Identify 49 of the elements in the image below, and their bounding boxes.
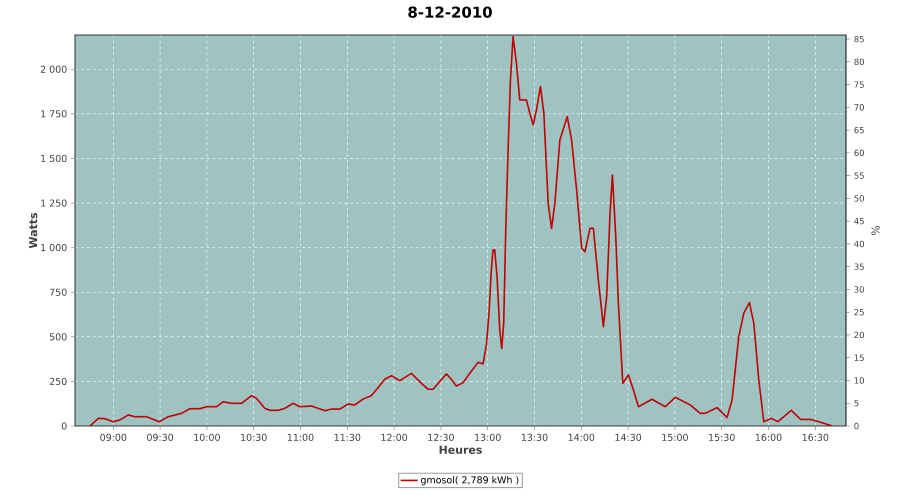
y2-tick-label: 70 xyxy=(854,104,864,111)
x-tick-label: 15:30 xyxy=(709,434,735,441)
chart-title: 8-12-2010 xyxy=(408,6,492,18)
x-tick-label: 11:00 xyxy=(288,434,314,441)
y2-tick-label: 20 xyxy=(854,332,864,338)
x-tick-label: 12:30 xyxy=(428,434,454,441)
y2-tick-label: 10 xyxy=(854,377,864,384)
y2-tick-label: 15 xyxy=(854,354,864,361)
y2-tick-label: 0 xyxy=(854,422,859,430)
x-tick-label: 14:00 xyxy=(568,434,594,441)
y-tick-label: 500 xyxy=(50,333,67,340)
x-tick-label: 13:30 xyxy=(522,434,548,441)
y2-tick-label: 35 xyxy=(854,263,864,270)
y2-tick-label: 75 xyxy=(854,81,864,88)
legend-label: gmosol( 2,789 kWh ) xyxy=(420,476,518,486)
y2-tick-label: 85 xyxy=(854,36,864,42)
y-tick-label: 750 xyxy=(50,288,67,296)
y2-tick-label: 25 xyxy=(854,309,864,316)
x-tick-label: 09:30 xyxy=(147,434,174,441)
x-tick-label: 09:00 xyxy=(100,434,126,441)
y-tick-label: 1 250 xyxy=(41,199,67,207)
y2-tick-label: 50 xyxy=(854,195,864,202)
x-tick-label: 16:30 xyxy=(802,434,828,441)
x-tick-label: 10:30 xyxy=(241,434,267,441)
y2-tick-label: 80 xyxy=(854,58,864,66)
y-tick-label: 1 000 xyxy=(41,244,67,252)
y-tick-label: 1 500 xyxy=(41,154,67,162)
y2-tick-label: 65 xyxy=(854,126,864,134)
y2-tick-label: 30 xyxy=(854,286,864,293)
y2-tick-label: 55 xyxy=(854,172,864,179)
y-axis-title: Watts xyxy=(29,212,38,248)
y2-tick-label: 60 xyxy=(854,150,864,156)
x-tick-label: 14:30 xyxy=(616,434,642,441)
x-tick-label: 13:00 xyxy=(475,434,501,441)
y-tick-label: 0 xyxy=(62,422,67,430)
line-series xyxy=(89,36,834,426)
y2-axis-title: % xyxy=(871,226,880,236)
y2-tick-label: 5 xyxy=(854,400,858,406)
y-tick-label: 2 000 xyxy=(40,66,67,73)
x-tick-label: 15:00 xyxy=(662,434,688,441)
y2-tick-label: 40 xyxy=(854,240,864,248)
x-tick-label: 10:00 xyxy=(194,434,220,441)
x-axis-title: Heures xyxy=(440,446,482,454)
x-tick-label: 11:30 xyxy=(334,434,360,441)
y-tick-label: 250 xyxy=(50,378,67,385)
x-tick-label: 12:00 xyxy=(382,434,408,441)
x-tick-label: 16:00 xyxy=(756,434,782,441)
y-tick-label: 1 750 xyxy=(41,110,67,118)
y2-tick-label: 45 xyxy=(854,218,864,224)
